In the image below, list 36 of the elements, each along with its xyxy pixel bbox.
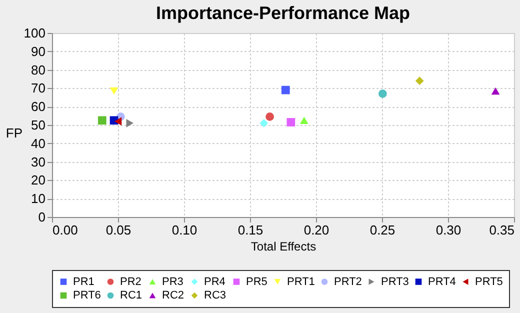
legend-label: PRT3 <box>381 276 409 288</box>
y-tick-label: 90 <box>31 44 46 59</box>
legend-label: PR5 <box>246 276 268 288</box>
legend-label: PR1 <box>73 276 94 288</box>
legend-label: PR3 <box>162 276 184 288</box>
x-tick-label: 0.10 <box>172 222 198 238</box>
y-tick-label: 60 <box>31 99 46 114</box>
chart-title: Importance-Performance Map <box>156 3 410 23</box>
y-tick-label: 100 <box>24 26 46 40</box>
x-tick-label: 0.35 <box>489 222 514 238</box>
x-tick-label: 0.15 <box>238 222 264 238</box>
y-tick-label: 70 <box>31 80 46 96</box>
legend-label: PRT1 <box>287 276 315 288</box>
y-tick-label: 20 <box>31 172 46 188</box>
legend-label: RC1 <box>120 290 142 302</box>
legend-label: RC2 <box>162 290 184 302</box>
y-axis-title: FP <box>6 126 22 140</box>
legend-label: RC3 <box>204 290 226 302</box>
legend-label: PRT2 <box>334 276 362 288</box>
x-tick-label: 0.30 <box>436 222 462 238</box>
x-tick-label: 0.20 <box>304 222 330 238</box>
x-tick-label: 0.25 <box>370 222 396 238</box>
y-tick-label: 0 <box>38 210 46 224</box>
x-axis-title: Total Effects <box>250 240 316 254</box>
legend-label: PRT5 <box>475 276 503 288</box>
x-tick-label: 0.05 <box>106 222 132 238</box>
y-tick-label: 40 <box>31 136 46 151</box>
y-tick-label: 30 <box>31 154 46 170</box>
y-tick-label: 50 <box>31 118 46 132</box>
legend-label: PRT4 <box>428 276 456 288</box>
x-tick-label: 0.00 <box>52 222 78 238</box>
legend-label: PRT6 <box>73 290 101 302</box>
legend-label: PR4 <box>204 276 226 288</box>
y-tick-label: 80 <box>31 62 46 78</box>
y-tick-label: 10 <box>31 191 46 206</box>
legend-label: PR2 <box>120 276 142 288</box>
